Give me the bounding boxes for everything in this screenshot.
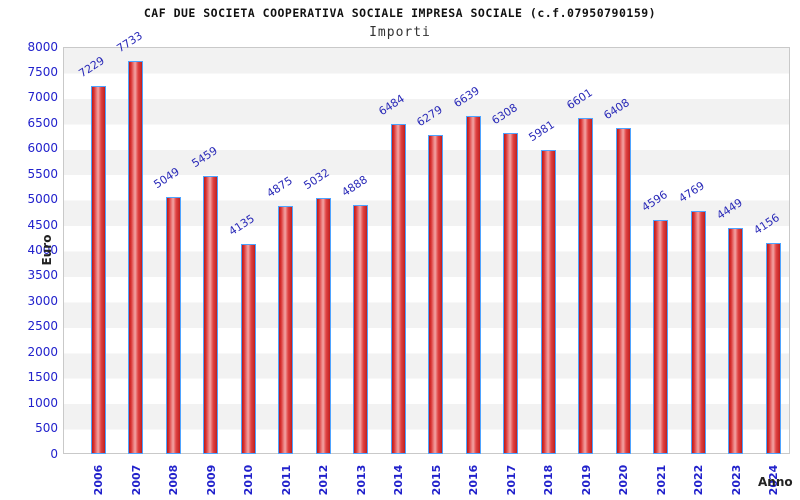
bar-2022 <box>690 211 706 454</box>
y-tick-label: 7500 <box>27 64 58 79</box>
bar-2018 <box>540 149 556 454</box>
chart-title: CAF DUE SOCIETA COOPERATIVA SOCIALE IMPR… <box>143 6 657 20</box>
y-tick-label: 1500 <box>27 370 58 385</box>
bar-2015 <box>428 134 443 454</box>
plot-area <box>63 47 790 454</box>
y-tick-label: 5000 <box>27 192 58 207</box>
bar-2020 <box>615 127 631 454</box>
x-tick-label: 2009 <box>204 464 217 496</box>
bar-2023 <box>728 227 743 454</box>
bar-2010 <box>240 243 256 454</box>
y-tick-label: 4000 <box>27 243 58 257</box>
bar-2021 <box>653 220 668 454</box>
x-tick-label: 2013 <box>354 464 367 496</box>
y-tick-label: 4500 <box>27 217 58 232</box>
y-tick-label: 3500 <box>27 268 58 283</box>
y-tick-label: 1000 <box>27 395 58 410</box>
y-tick-label: 8000 <box>27 39 58 54</box>
y-tick-label: 0 <box>50 446 58 461</box>
y-tick-label: 7000 <box>27 90 58 105</box>
bar-2016 <box>465 116 481 454</box>
bar-2009 <box>203 176 218 454</box>
x-tick-label: 2020 <box>616 464 630 496</box>
x-tick-label: 2014 <box>391 464 405 496</box>
x-tick-label: 2010 <box>241 464 255 496</box>
x-tick-label: 2007 <box>129 464 142 496</box>
y-tick-label: 5500 <box>27 166 58 181</box>
bar-2006 <box>90 86 106 454</box>
x-tick-label: 2006 <box>91 464 105 496</box>
x-tick-label: 2012 <box>316 464 330 496</box>
y-tick-label: 500 <box>35 421 58 436</box>
y-tick-label: 2500 <box>27 319 58 334</box>
bar-2014 <box>390 124 406 454</box>
y-axis-label: Euro <box>40 234 54 266</box>
y-tick-label: 6000 <box>27 141 58 156</box>
bar-2019 <box>578 118 593 454</box>
bar-2013 <box>353 205 368 454</box>
x-tick-label: 2016 <box>466 464 480 496</box>
y-tick-label: 2000 <box>27 344 58 359</box>
bar-2012 <box>315 197 331 454</box>
bar-2024 <box>765 242 781 454</box>
x-tick-label: 2023 <box>729 464 742 496</box>
x-tick-label: 2021 <box>654 464 667 496</box>
x-tick-label: 2015 <box>429 464 442 496</box>
x-tick-label: 2017 <box>504 464 517 496</box>
bar-2011 <box>278 205 293 454</box>
x-tick-label: 2011 <box>279 464 292 496</box>
bar-2017 <box>503 133 518 454</box>
x-axis-label: Anno <box>758 475 793 489</box>
chart-subtitle: Importi <box>369 25 431 40</box>
y-tick-label: 3000 <box>27 293 58 308</box>
x-tick-label: 2008 <box>166 464 180 496</box>
y-tick-label: 6500 <box>27 115 58 130</box>
x-tick-label: 2022 <box>691 464 705 496</box>
x-tick-label: 2018 <box>541 464 555 496</box>
x-tick-label: 2019 <box>579 464 592 496</box>
bar-2008 <box>165 197 181 454</box>
bar-2007 <box>128 60 143 454</box>
